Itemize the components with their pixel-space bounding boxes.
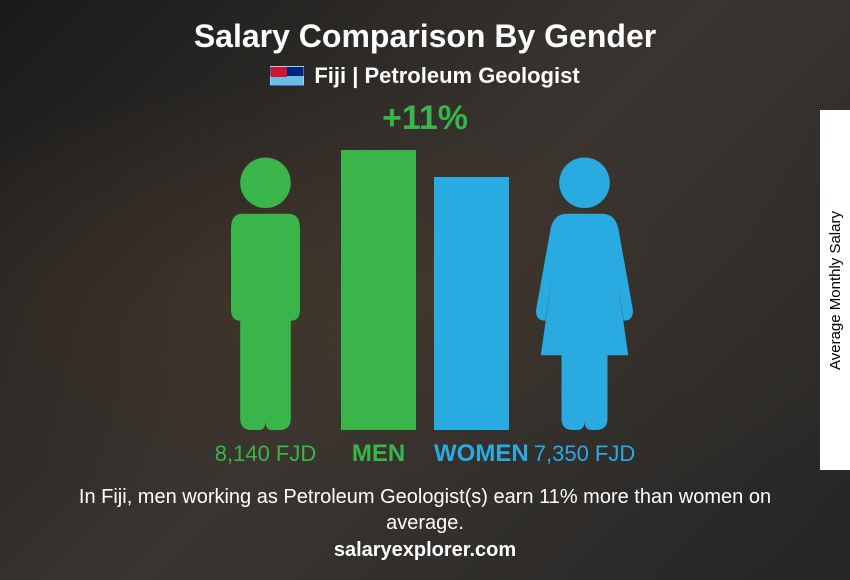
subtitle-text: Fiji | Petroleum Geologist bbox=[314, 63, 579, 89]
description-text: In Fiji, men working as Petroleum Geolog… bbox=[75, 484, 775, 536]
fiji-flag-icon bbox=[270, 66, 304, 86]
men-label: MEN bbox=[341, 440, 416, 468]
y-axis-label: Average Monthly Salary bbox=[827, 211, 844, 370]
men-salary-value: 8,140 FJD bbox=[208, 441, 323, 467]
men-bar bbox=[341, 150, 416, 430]
male-person-icon bbox=[208, 154, 323, 430]
main-title: Salary Comparison By Gender bbox=[194, 18, 656, 55]
men-icon-column bbox=[208, 140, 323, 430]
subtitle-sep: | bbox=[346, 63, 364, 88]
labels-row: 8,140 FJD MEN WOMEN 7,350 FJD bbox=[0, 440, 850, 468]
y-axis-label-wrap: Average Monthly Salary bbox=[820, 110, 850, 470]
subtitle-country: Fiji bbox=[314, 63, 346, 88]
women-bar bbox=[434, 177, 509, 430]
subtitle-row: Fiji | Petroleum Geologist bbox=[270, 63, 579, 89]
women-salary-value: 7,350 FJD bbox=[527, 441, 642, 467]
women-icon-column bbox=[527, 140, 642, 430]
subtitle-job: Petroleum Geologist bbox=[365, 63, 580, 88]
footer-source: salaryexplorer.com bbox=[0, 539, 850, 562]
percent-difference-badge: +11% bbox=[382, 99, 468, 138]
women-label: WOMEN bbox=[434, 440, 509, 468]
chart-area bbox=[208, 140, 642, 430]
female-person-icon bbox=[527, 154, 642, 430]
infographic-container: Salary Comparison By Gender Fiji | Petro… bbox=[0, 0, 850, 580]
